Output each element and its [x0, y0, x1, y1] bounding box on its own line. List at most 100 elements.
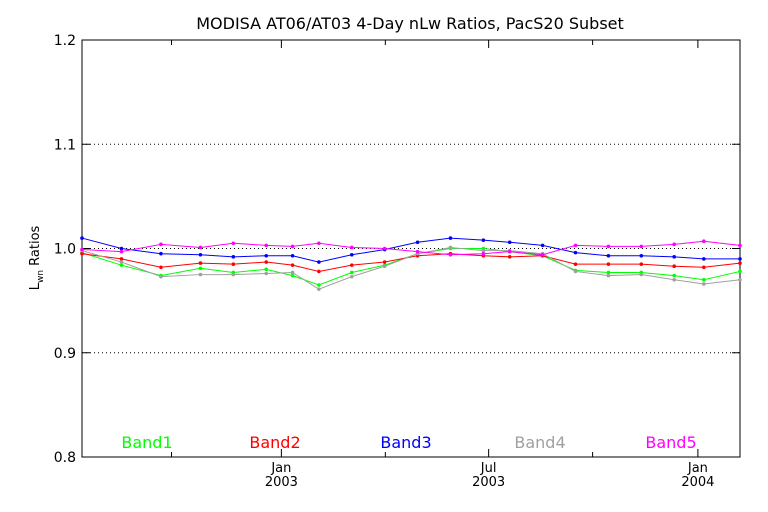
data-point-band3 [606, 253, 611, 258]
data-point-band5 [448, 252, 453, 257]
y-axis-label: Lwn Ratios [28, 225, 46, 290]
data-point-band2 [573, 262, 578, 266]
data-point-band3 [349, 252, 354, 257]
series-line-band4 [81, 246, 741, 290]
data-point-band2 [702, 265, 706, 270]
data-point-band2 [349, 263, 354, 267]
x-tick-label-month: Jul [480, 461, 497, 476]
y-axis-label-main: L [28, 282, 43, 290]
data-point-band3 [540, 243, 545, 248]
data-point-band5 [382, 246, 387, 251]
series-layer [80, 236, 742, 291]
chart-title: MODISA AT06/AT03 4-Day nLw Ratios, PacS2… [196, 14, 624, 33]
data-point-band5 [573, 243, 578, 248]
data-point-band5 [198, 245, 203, 250]
data-point-band3 [448, 236, 453, 240]
legend: Band1 Band2 Band3 Band4 Band5 [121, 433, 696, 452]
data-point-band3 [507, 240, 512, 245]
data-point-band3 [290, 253, 295, 258]
data-point-band5 [290, 244, 295, 249]
data-point-band4 [639, 272, 644, 277]
grid-layer [82, 143, 740, 354]
data-point-band2 [672, 264, 676, 269]
y-tick-label: 1.2 [54, 33, 76, 49]
data-point-band3 [672, 255, 676, 259]
data-point-band1 [198, 266, 203, 271]
data-point-band5 [606, 244, 611, 249]
data-point-band2 [264, 260, 269, 264]
data-point-band4 [382, 264, 387, 269]
data-point-band4 [573, 269, 578, 274]
legend-item-band2: Band2 [249, 433, 300, 452]
data-point-band4 [672, 277, 676, 282]
data-point-band4 [606, 273, 611, 278]
y-tick-label: 0.8 [54, 450, 76, 466]
legend-item-band3: Band3 [380, 433, 431, 452]
data-point-band4 [198, 272, 203, 277]
data-point-band1 [738, 269, 742, 274]
data-point-band3 [198, 252, 203, 257]
x-tick-label-month: Jan [687, 461, 708, 476]
data-point-band1 [606, 270, 611, 275]
legend-item-band4: Band4 [514, 433, 565, 452]
data-point-band4 [159, 274, 163, 279]
series-line-band3 [81, 237, 740, 263]
data-point-band2 [198, 261, 203, 265]
data-point-band3 [159, 251, 163, 256]
data-point-band4 [448, 245, 453, 250]
data-point-band2 [382, 260, 387, 264]
y-tick-label: 0.9 [54, 346, 76, 362]
data-point-band2 [639, 262, 644, 266]
data-point-band2 [231, 262, 236, 266]
data-point-band2 [159, 265, 163, 270]
data-point-band2 [317, 269, 321, 274]
data-point-band2 [507, 255, 512, 259]
data-point-band3 [415, 240, 420, 245]
data-point-band5 [264, 243, 269, 248]
data-point-band4 [290, 270, 295, 275]
data-point-band4 [738, 277, 742, 282]
data-point-band1 [290, 273, 295, 278]
data-point-band4 [264, 271, 269, 276]
data-point-band1 [119, 263, 124, 267]
y-tick-label: 1.0 [54, 242, 76, 258]
data-point-band3 [264, 253, 269, 258]
data-point-band5 [639, 244, 644, 249]
data-point-band4 [231, 272, 236, 277]
legend-item-band5: Band5 [645, 433, 696, 452]
data-point-band1 [702, 277, 706, 282]
data-point-band1 [317, 283, 321, 287]
data-point-band3 [231, 255, 236, 259]
data-point-band3 [481, 238, 486, 242]
data-point-band4 [702, 282, 706, 286]
data-point-band2 [119, 257, 124, 261]
y-axis-label-rest: Ratios [28, 225, 43, 270]
data-point-band5 [317, 241, 321, 246]
data-point-band4 [119, 260, 124, 264]
data-point-band5 [80, 247, 84, 252]
data-point-band3 [119, 246, 124, 251]
x-tick-label-year: 2003 [472, 475, 505, 490]
data-point-band5 [349, 245, 354, 250]
x-tick-label-year: 2004 [681, 475, 714, 490]
data-point-band1 [264, 267, 269, 272]
data-point-band3 [317, 260, 321, 264]
data-point-band2 [738, 261, 742, 265]
data-point-band1 [349, 270, 354, 275]
data-point-band5 [540, 252, 545, 257]
data-point-band5 [231, 241, 236, 246]
data-point-band2 [290, 263, 295, 267]
data-point-band2 [606, 262, 611, 266]
data-point-band3 [702, 257, 706, 261]
data-point-band5 [415, 249, 420, 254]
data-point-band1 [672, 273, 676, 278]
y-tick-label: 1.1 [54, 137, 76, 153]
data-point-band5 [738, 243, 742, 248]
data-point-band3 [639, 253, 644, 258]
data-point-band5 [119, 249, 124, 254]
data-point-band5 [159, 242, 163, 247]
data-point-band5 [481, 251, 486, 256]
legend-item-band1: Band1 [121, 433, 172, 452]
